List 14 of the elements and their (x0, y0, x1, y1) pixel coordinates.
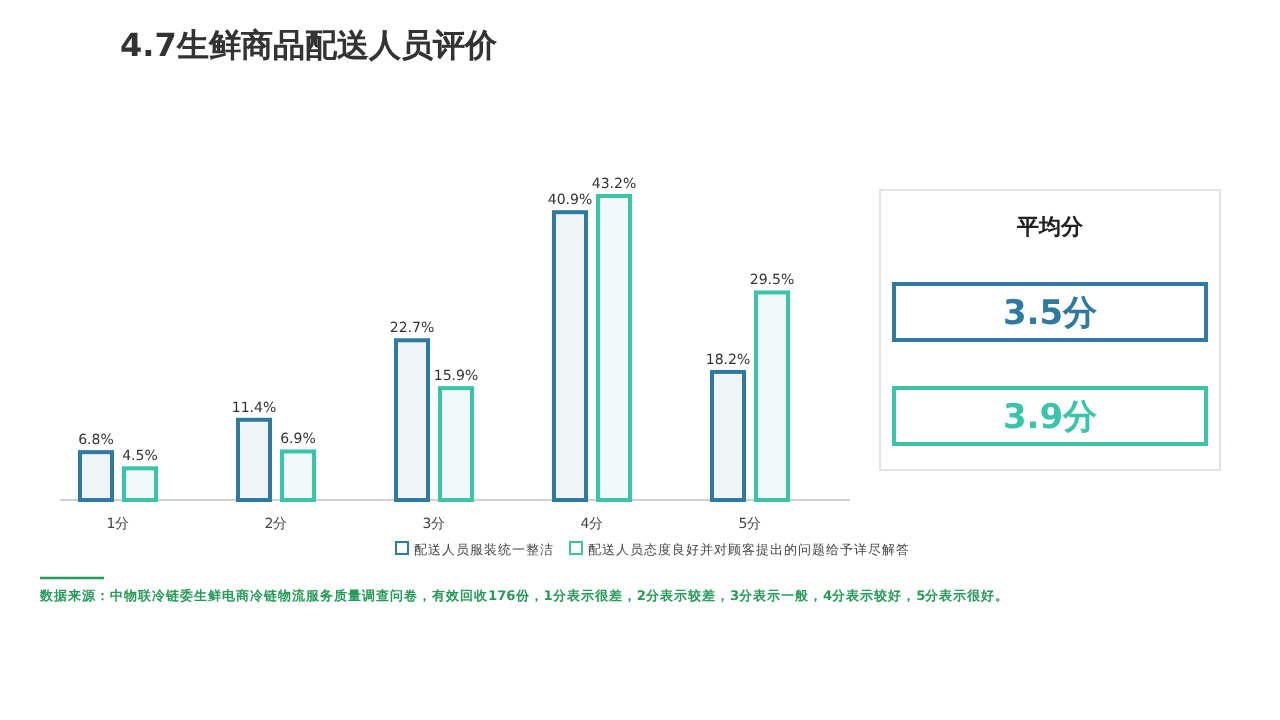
text: 平均分 (1015, 214, 1085, 240)
chart-title: 4.7生鲜商品配送人员评价 (120, 26, 499, 64)
bar (552, 210, 588, 502)
text: 3.5分 (1002, 294, 1100, 334)
bar (394, 338, 430, 502)
text: 3.9分 (1002, 398, 1100, 438)
bar (280, 449, 316, 502)
bar (78, 450, 114, 502)
bar (754, 290, 790, 502)
bar (710, 369, 746, 502)
bar (596, 194, 632, 502)
bar (122, 466, 158, 502)
bar (438, 386, 474, 502)
bar (236, 417, 272, 502)
